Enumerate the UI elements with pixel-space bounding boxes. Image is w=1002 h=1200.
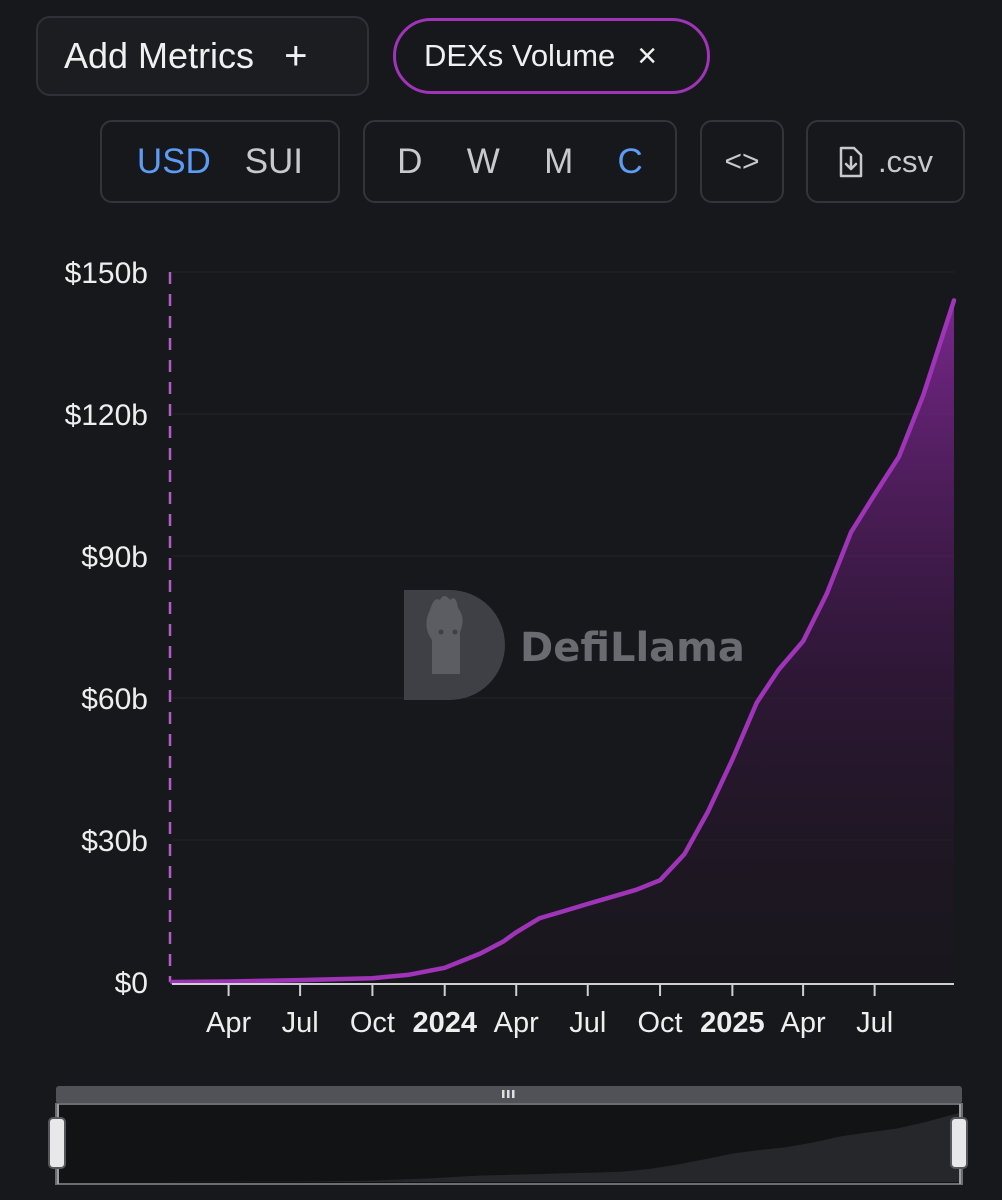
watermark-text: DefiLlama [520,625,745,671]
x-axis: Apr Jul Oct 2024 Apr Jul Oct 2025 Apr Jul [172,983,954,1039]
y-axis: $0 $30b $60b $90b $120b $150b [65,257,148,1000]
x-tick-label: 2025 [700,1007,765,1039]
y-tick-label: $60b [81,683,148,716]
grip-icon [502,1090,515,1098]
currency-toggle: USD SUI [100,120,340,203]
x-tick-label: Jul [569,1007,606,1039]
series-line [169,298,957,985]
x-tick-label: Oct [637,1007,682,1039]
x-tick-label: Apr [206,1007,251,1039]
mini-series-area [58,1112,960,1182]
close-icon[interactable]: × [637,37,658,75]
metric-chip-label: DEXs Volume [424,38,616,73]
llama-logo-icon [404,590,505,700]
y-tick-label: $150b [65,257,148,290]
currency-option-usd[interactable]: USD [136,141,211,181]
period-toggle: D W M C [363,120,677,203]
x-tick-label: Oct [350,1007,395,1039]
slider-handle-left[interactable] [48,1104,66,1184]
y-tick-label: $0 [115,967,148,1000]
series-area [172,300,954,982]
x-tick-label: 2024 [412,1007,477,1039]
period-option-monthly[interactable]: M [544,141,574,181]
y-tick-label: $30b [81,825,148,858]
y-tick-label: $90b [81,541,148,574]
metric-chip-dex-volume: DEXs Volume × [393,18,710,94]
period-option-cumulative[interactable]: C [617,141,643,181]
csv-download-button[interactable]: .csv [806,120,965,203]
period-option-daily[interactable]: D [397,141,423,181]
dex-volume-chart: $0 $30b $60b $90b $120b $150b DefiLlama Apr Ju… [65,257,957,1039]
add-metrics-label: Add Metrics [64,35,255,76]
x-tick-label: Jul [282,1007,319,1039]
defillama-watermark: DefiLlama [404,590,745,700]
currency-option-sui[interactable]: SUI [244,141,304,181]
embed-button[interactable]: <> [700,120,784,203]
file-download-icon [839,146,863,177]
csv-label: .csv [877,143,934,179]
add-metrics-button[interactable]: Add Metrics + [36,16,369,96]
code-icon: <> [724,144,760,178]
x-tick-label: Apr [781,1007,826,1039]
period-option-weekly[interactable]: W [466,141,500,181]
x-tick-label: Jul [856,1007,893,1039]
y-tick-label: $120b [65,399,148,432]
slider-handle-right[interactable] [950,1104,968,1184]
x-tick-label: Apr [494,1007,539,1039]
plus-icon: + [284,34,308,78]
range-slider[interactable] [46,1084,970,1188]
